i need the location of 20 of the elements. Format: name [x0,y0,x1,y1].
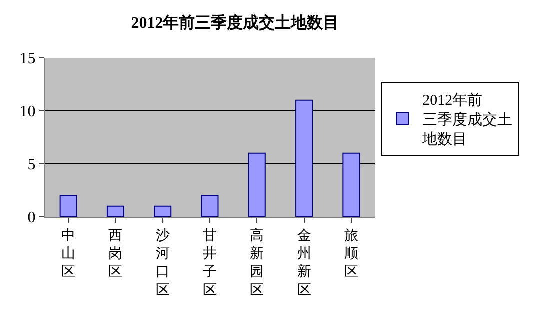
bar [60,195,78,217]
x-tick-label: 旅顺区 [344,228,358,280]
x-tick-label: 高新园区 [250,228,264,298]
x-tick-label: 中山区 [62,228,76,280]
x-tick-label: 甘井子区 [203,228,217,298]
x-tick-label: 西岗区 [108,228,123,280]
x-tick-label: 沙河口区 [156,228,170,298]
y-tick-label: 15 [20,50,36,68]
bar [106,206,124,217]
bar [201,195,219,217]
legend-label: 2012年前三季度成交土地数目 [422,92,513,148]
x-tick-label: 金州新区 [297,228,312,298]
bar [154,206,172,217]
bar [296,100,314,217]
chart-title: 2012年前三季度成交土地数目 [131,12,340,32]
y-tick-label: 0 [28,210,36,227]
bar [248,152,266,217]
y-tick-label: 10 [20,104,36,121]
bar [342,152,360,217]
y-tick-label: 5 [28,156,36,174]
